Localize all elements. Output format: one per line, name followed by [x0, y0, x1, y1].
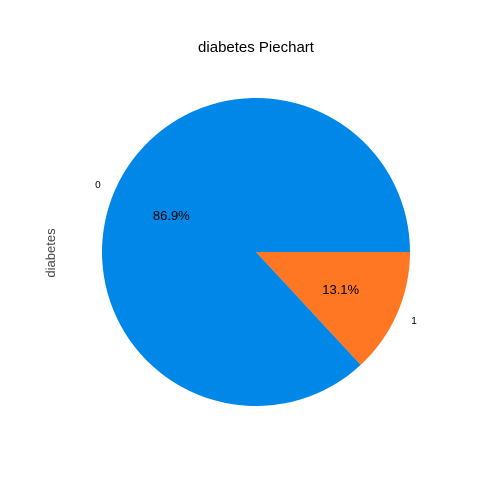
slice-percent-label: 13.1% — [322, 282, 359, 297]
pie-slices — [101, 98, 410, 407]
pie-labels: 0 86.9% 1 13.1% — [95, 180, 417, 327]
y-axis-label: diabetes — [43, 228, 58, 278]
slice-category-label: 0 — [95, 180, 101, 191]
slice-percent-label: 86.9% — [153, 208, 190, 223]
pie-slice-0 — [101, 98, 410, 407]
chart-title: diabetes Piechart — [198, 39, 315, 56]
pie-slice-1 — [256, 252, 410, 365]
slice-category-label: 1 — [411, 316, 417, 327]
